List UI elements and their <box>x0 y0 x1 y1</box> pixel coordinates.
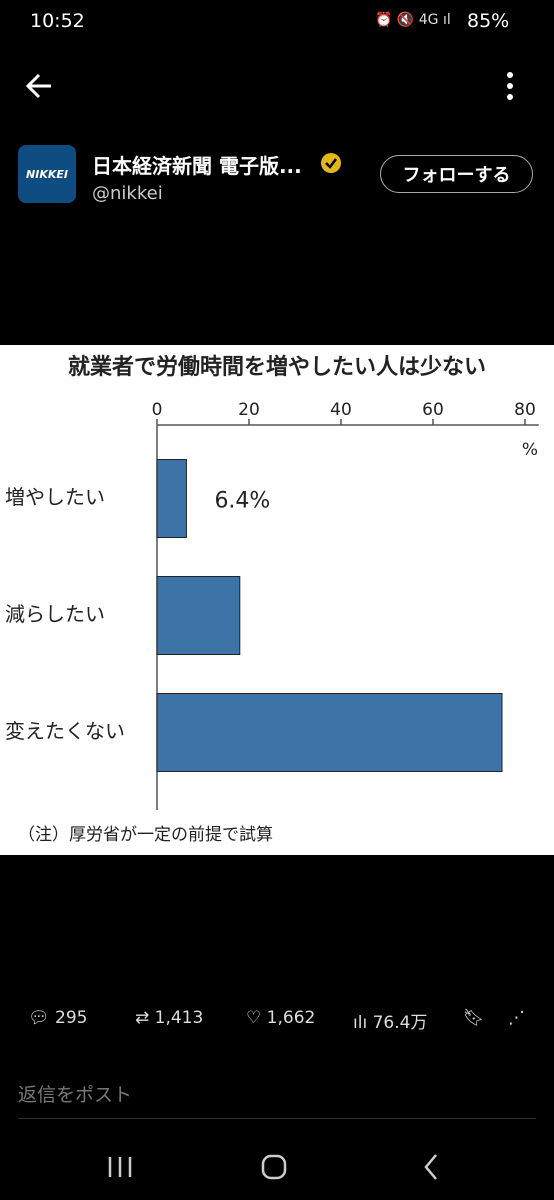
battery: 85% <box>467 10 510 32</box>
like-count: 1,662 <box>266 1008 316 1028</box>
views-action[interactable]: ılı 76.4万 <box>353 1013 428 1033</box>
x-tick-label: 0 <box>152 400 163 420</box>
repost-count: 1,413 <box>154 1008 204 1028</box>
divider <box>18 1118 536 1119</box>
home-button[interactable] <box>261 1154 287 1180</box>
chart-note: （注）厚労省が一定の前提で試算 <box>18 825 273 845</box>
x-tick-label: 80 <box>514 400 536 420</box>
reply-action[interactable]: 💬︎ 295 <box>28 1008 88 1028</box>
reply-input[interactable]: 返信をポスト <box>18 1084 133 1106</box>
x-tick-label: 20 <box>238 400 260 420</box>
bookmark-action[interactable]: 🔖︎ <box>463 1008 485 1028</box>
status-time: 10:52 <box>30 10 85 32</box>
bar <box>156 576 241 655</box>
status-icons: ⏰ 🔇 4G ıl <box>375 12 451 28</box>
view-count: 76.4万 <box>372 1013 428 1033</box>
y-tick-label: 減らしたい <box>5 602 105 626</box>
value-label: 6.4% <box>214 489 270 514</box>
bar <box>156 693 503 772</box>
share-action[interactable]: ⋰ <box>508 1008 525 1028</box>
y-tick-label: 変えたくない <box>5 719 125 743</box>
x-unit: % <box>522 440 538 460</box>
verified-badge <box>321 153 341 173</box>
nav-back-button[interactable] <box>424 1154 437 1180</box>
x-tick-label: 40 <box>330 400 352 420</box>
author-name[interactable]: 日本経済新聞 電子版... <box>92 154 302 178</box>
recents-button[interactable] <box>108 1157 132 1177</box>
back-button[interactable] <box>25 72 55 100</box>
follow-button[interactable]: フォローする <box>380 155 533 193</box>
action-bar: 💬︎ 295 ⇄ 1,413 ♡ 1,662 ılı 76.4万 🔖︎ ⋰ <box>0 1008 554 1038</box>
avatar[interactable]: NIKKEI <box>18 145 76 203</box>
reply-count: 295 <box>55 1008 88 1028</box>
x-tick-label: 60 <box>422 400 444 420</box>
author-handle[interactable]: @nikkei <box>92 183 163 204</box>
y-tick-label: 増やしたい <box>5 485 105 509</box>
more-button[interactable] <box>500 70 520 102</box>
nav-bar <box>108 1154 437 1180</box>
chart-title: 就業者で労働時間を増やしたい人は少ない <box>68 354 486 380</box>
bar <box>156 459 187 538</box>
repost-action[interactable]: ⇄ 1,413 <box>135 1008 204 1028</box>
like-action[interactable]: ♡ 1,662 <box>246 1008 316 1028</box>
chart: 就業者で労働時間を増やしたい人は少ない % （注）厚労省が一定の前提で試算 0 2… <box>0 345 554 855</box>
